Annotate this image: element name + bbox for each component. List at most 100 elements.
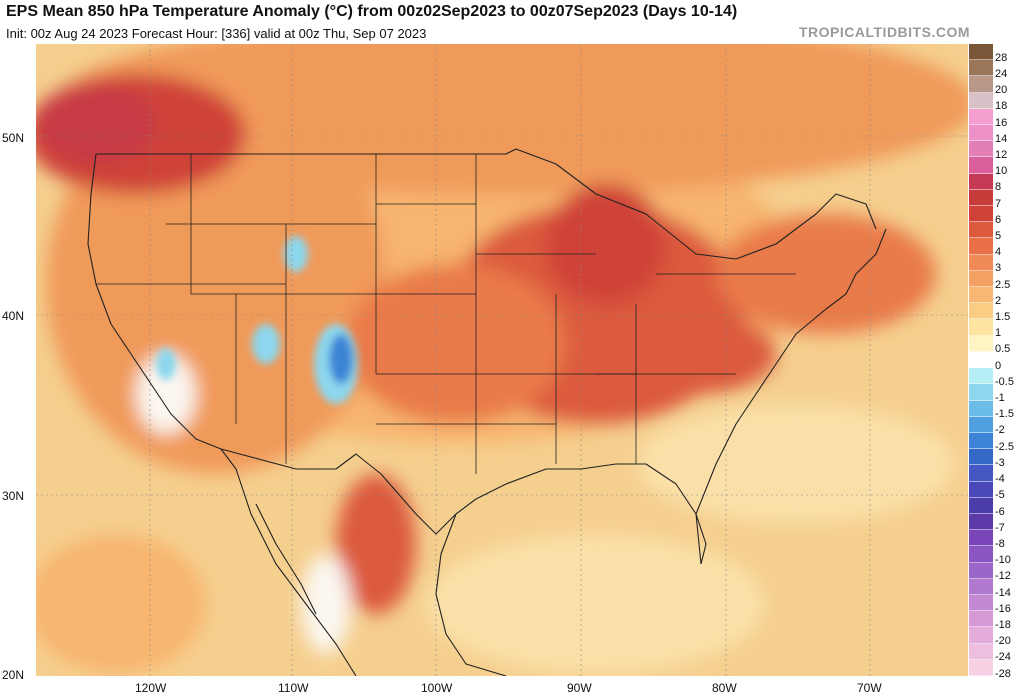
cold-anomalies [156,236,358,404]
colorbar-label: -5 [995,489,1005,502]
colorbar-label: -1 [995,392,1005,405]
colorbar-swatch [969,400,993,417]
colorbar-label: -18 [995,618,1011,631]
colorbar-swatch [969,659,993,676]
cold-spot-nevada [156,348,176,380]
colorbar-label: 28 [995,51,1008,64]
colorbar-swatch [969,60,993,77]
colorbar-label: 5 [995,230,1002,243]
colorbar-label: 24 [995,67,1008,80]
lat-label-50n: 50N [2,131,25,145]
map-title: EPS Mean 850 hPa Temperature Anomaly (°C… [6,3,738,20]
colorbar-swatch [969,319,993,336]
hot-core-plains [346,264,566,424]
anomaly-field [36,44,968,674]
colorbar-label: -2 [995,424,1005,437]
colorbar-swatch [969,157,993,174]
colorbar-swatch [969,513,993,531]
colorbar-swatch [969,254,993,271]
colorbar-label: -14 [995,586,1011,599]
colorbar-label: 4 [995,246,1002,259]
colorbar-label: 7 [995,197,1002,210]
source-credit: TROPICALTIDBITS.COM [798,24,970,40]
colorbar-swatch [969,611,993,628]
colorbar-label: -1.5 [995,408,1014,421]
colorbar-label: -0.5 [995,375,1014,388]
atlantic-coastline [695,228,887,565]
colorbar-labels: 28 24 20 18 16 14 12 10 8 7 6 5 4 3 2.5 2 1.5 1 0.5 0 -0.5 -1… [995,44,1023,680]
graticule [36,44,968,676]
baja-coast [255,503,317,615]
lat-label-40n: 40N [2,309,25,323]
lon-label-120w: 120W [135,681,167,695]
colorbar-swatch [969,368,993,385]
colorbar-swatch [969,384,993,401]
colorbar-swatch [969,125,993,142]
hot-core-great-lakes [546,184,666,304]
cool-spot-california [136,354,196,434]
colorbar-label: -3 [995,456,1005,469]
light-zone-atlantic [636,404,956,524]
colorbar-swatch [969,416,993,433]
us-mexico-border [220,448,457,535]
colorbar-label: 8 [995,181,1002,194]
colorbar-swatch [969,270,993,288]
colorbar-swatch [969,351,993,369]
hot-core-mexico [336,474,416,614]
hot-core-ohio [616,314,776,394]
hot-core-pacific-nw [36,84,156,164]
colorbar-label: 12 [995,149,1008,161]
colorbar-swatch [969,546,993,563]
colorbar-label: 18 [995,100,1008,113]
state-lines [96,154,796,474]
colorbar-label: 2.5 [995,278,1011,291]
colorbar-label: -2.5 [995,440,1014,453]
cool-spot-baja [301,554,351,654]
colorbar-label: 1.5 [995,311,1011,324]
colorbar-swatch [969,173,993,190]
colorbar-swatch [969,206,993,223]
colorbar-swatch [969,627,993,644]
gulf-coastline [455,463,707,565]
lat-label-20n: 20N [2,668,25,682]
colorbar-swatch [969,594,993,612]
colorbar-label: -10 [995,554,1011,567]
mexico-gulf-coast [435,513,507,676]
lon-label-110w: 110W [278,681,309,695]
cold-spot-utah [252,324,280,364]
colorbar-swatch [969,189,993,207]
colorbar-label: 3 [995,262,1002,275]
colorbar-swatch [969,222,993,239]
colorbar-swatch [969,76,993,93]
colorbar-swatch [969,562,993,579]
lon-label-80w: 80W [712,681,737,695]
colorbar-label: -8 [995,537,1005,550]
colorbar-swatch [969,643,993,660]
colorbar-label: 1 [995,327,1002,340]
warm-zone-pacific-south [36,534,206,674]
colorbar-label: -20 [995,635,1011,648]
colorbar-label: -4 [995,473,1005,486]
lon-label-90w: 90W [567,681,592,695]
colorbar-label: -24 [995,651,1011,664]
hot-core-northeast [716,214,936,334]
colorbar-label: 6 [995,213,1002,226]
colorbar-label: -16 [995,602,1011,615]
lon-label-100w: 100W [421,681,453,695]
colorbar-swatch [969,44,993,61]
colorbar-label: 16 [995,116,1008,129]
pacific-coastline [87,153,357,676]
lat-label-30n: 30N [2,489,25,503]
cold-spot-idaho [284,236,308,272]
colorbar-swatch [969,141,993,158]
light-zone-gulf [426,534,766,674]
colorbar-swatch [969,303,993,320]
map-subtitle: Init: 00z Aug 24 2023 Forecast Hour: [33… [6,26,427,41]
colorbar [969,44,993,676]
colorbar-swatch [969,578,993,595]
colorbar-swatch [969,530,993,547]
colorbar-swatch [969,108,993,126]
colorbar-swatch [969,497,993,514]
us-canada-border [96,148,877,260]
lon-label-70w: 70W [857,681,882,695]
